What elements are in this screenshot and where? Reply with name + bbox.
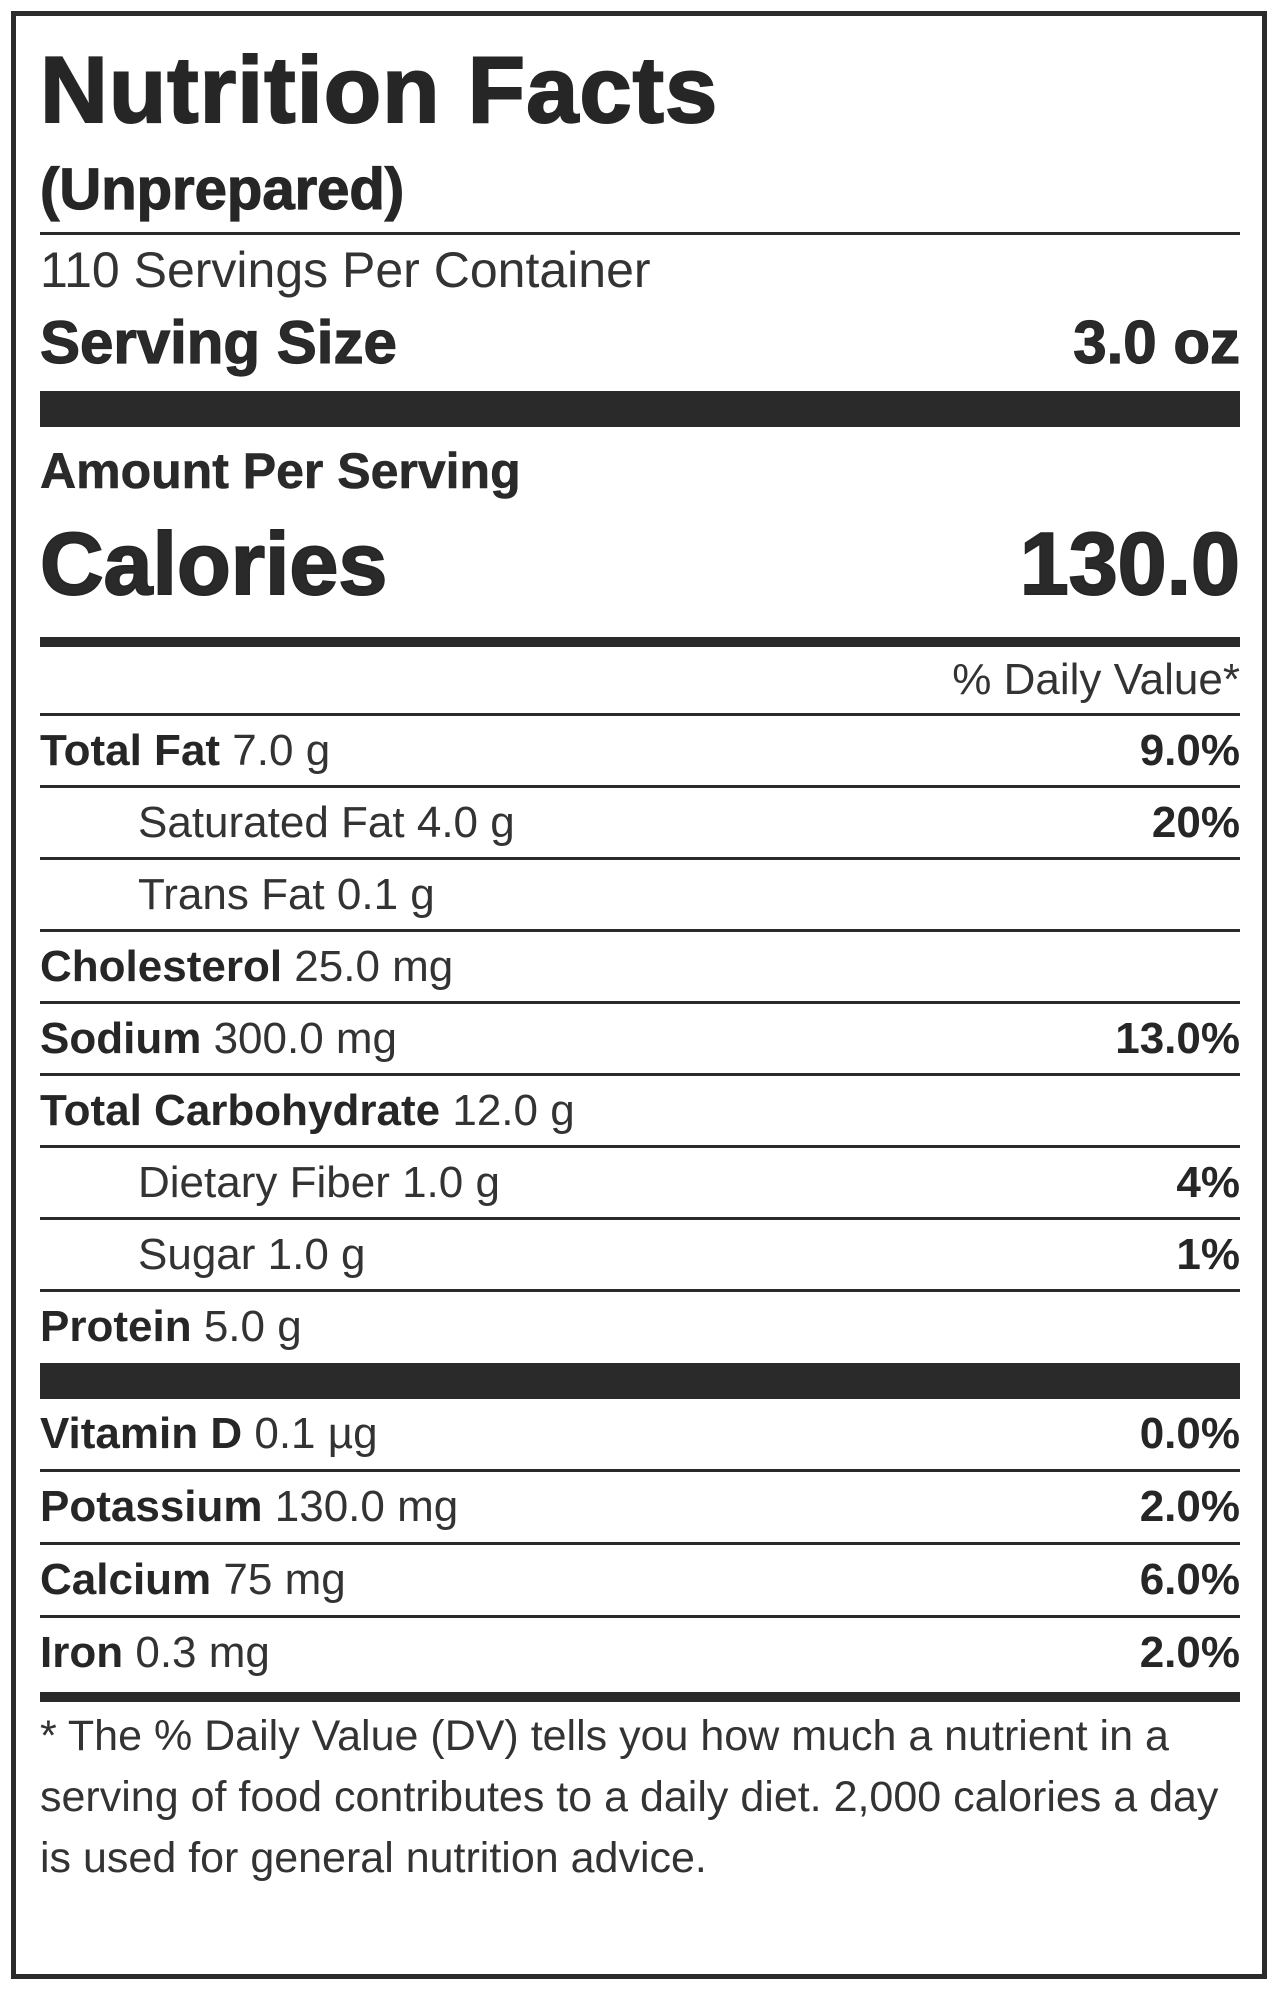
divider bbox=[40, 1217, 1240, 1220]
serving-size-label: Serving Size bbox=[39, 308, 397, 376]
nutrient-name: Sodium bbox=[40, 1014, 202, 1063]
divider bbox=[40, 1073, 1240, 1076]
divider bbox=[40, 857, 1240, 860]
nutrient-dv: 20% bbox=[1151, 798, 1240, 847]
vitamin-dv: 6.0% bbox=[1139, 1555, 1240, 1604]
serving-size-value: 3.0 oz bbox=[1073, 308, 1241, 376]
label-outer-border bbox=[11, 11, 1267, 1979]
nutrient-name: Protein bbox=[40, 1302, 192, 1351]
nutrient-row-sodium: Sodium 300.0 mg 13.0% bbox=[40, 1004, 1240, 1073]
nutrient-name: Saturated Fat bbox=[138, 798, 405, 847]
nutrient-amount: 5.0 g bbox=[203, 1302, 302, 1351]
nutrient-row-total-fat: Total Fat 7.0 g 9.0% bbox=[40, 716, 1240, 785]
nutrient-amount: 1.0 g bbox=[402, 1158, 500, 1207]
calories-row: Calories 130.0 bbox=[39, 509, 1241, 619]
nutrient-amount: 4.0 g bbox=[416, 798, 515, 847]
vitamin-dv: 0.0% bbox=[1139, 1409, 1240, 1458]
nutrient-amount: 12.0 g bbox=[452, 1086, 575, 1135]
amount-per-serving: Amount Per Serving bbox=[40, 443, 521, 500]
divider bbox=[40, 1542, 1240, 1545]
vitamin-dv: 2.0% bbox=[1139, 1628, 1240, 1677]
nutrient-name: Cholesterol bbox=[40, 942, 283, 991]
thick-divider bbox=[40, 391, 1240, 427]
vitamin-name: Calcium bbox=[40, 1555, 212, 1604]
divider bbox=[40, 1145, 1240, 1148]
nutrient-amount: 25.0 mg bbox=[294, 942, 454, 991]
nutrient-row-trans-fat: Trans Fat 0.1 g bbox=[40, 860, 1240, 929]
medium-divider bbox=[40, 1692, 1240, 1702]
divider bbox=[40, 232, 1240, 235]
thick-divider bbox=[40, 1363, 1240, 1399]
nutrient-amount: 0.1 g bbox=[336, 870, 435, 919]
calories-value: 130.0 bbox=[1019, 513, 1241, 614]
medium-divider bbox=[40, 637, 1240, 647]
nutrient-list: Total Fat 7.0 g 9.0% Saturated Fat 4.0 g… bbox=[40, 716, 1240, 1361]
label-title: Nutrition Facts bbox=[39, 37, 719, 142]
nutrient-name: Total Carbohydrate bbox=[40, 1086, 441, 1135]
vitamin-list: Vitamin D 0.1 µg 0.0% Potassium 130.0 mg… bbox=[40, 1399, 1240, 1688]
vitamin-amount: 0.3 mg bbox=[135, 1628, 270, 1677]
nutrient-amount: 300.0 mg bbox=[213, 1014, 398, 1063]
vitamin-amount: 75 mg bbox=[223, 1555, 346, 1604]
nutrient-row-protein: Protein 5.0 g bbox=[40, 1292, 1240, 1361]
nutrition-label: Nutrition Facts (Unprepared) 110 Serving… bbox=[39, 37, 1241, 1889]
nutrient-name: Total Fat bbox=[40, 726, 221, 775]
servings-per-container: 110 Servings Per Container bbox=[40, 242, 651, 298]
nutrient-dv: 13.0% bbox=[1115, 1014, 1240, 1063]
nutrient-dv: 9.0% bbox=[1139, 726, 1240, 775]
divider bbox=[40, 1289, 1240, 1292]
vitamin-row-potassium: Potassium 130.0 mg 2.0% bbox=[40, 1472, 1240, 1542]
vitamin-dv: 2.0% bbox=[1139, 1482, 1240, 1531]
divider bbox=[40, 1615, 1240, 1618]
nutrient-name: Sugar bbox=[138, 1230, 256, 1279]
nutrient-amount: 7.0 g bbox=[232, 726, 331, 775]
vitamin-row-vitamin-d: Vitamin D 0.1 µg 0.0% bbox=[40, 1399, 1240, 1469]
nutrient-row-saturated-fat: Saturated Fat 4.0 g 20% bbox=[40, 788, 1240, 857]
label-subtitle: (Unprepared) bbox=[39, 157, 405, 222]
daily-value-header: % Daily Value* bbox=[952, 655, 1240, 704]
nutrient-dv: 4% bbox=[1176, 1158, 1240, 1207]
nutrient-name: Dietary Fiber bbox=[138, 1158, 390, 1207]
daily-value-footnote: * The % Daily Value (DV) tells you how m… bbox=[40, 1712, 1219, 1882]
divider bbox=[40, 1001, 1240, 1004]
nutrient-dv: 1% bbox=[1176, 1230, 1240, 1279]
nutrient-row-total-carbohydrate: Total Carbohydrate 12.0 g bbox=[40, 1076, 1240, 1145]
calories-label: Calories bbox=[39, 513, 388, 614]
nutrient-amount: 1.0 g bbox=[267, 1230, 366, 1279]
nutrient-row-cholesterol: Cholesterol 25.0 mg bbox=[40, 932, 1240, 1001]
vitamin-row-iron: Iron 0.3 mg 2.0% bbox=[40, 1618, 1240, 1688]
vitamin-name: Potassium bbox=[40, 1482, 263, 1531]
nutrient-row-dietary-fiber: Dietary Fiber 1.0 g 4% bbox=[40, 1148, 1240, 1217]
vitamin-name: Iron bbox=[40, 1628, 124, 1677]
vitamin-amount: 130.0 mg bbox=[274, 1482, 459, 1531]
vitamin-row-calcium: Calcium 75 mg 6.0% bbox=[40, 1545, 1240, 1615]
vitamin-name: Vitamin D bbox=[40, 1409, 243, 1458]
vitamin-amount: 0.1 µg bbox=[254, 1409, 378, 1458]
divider bbox=[40, 713, 1240, 716]
nutrient-row-sugar: Sugar 1.0 g 1% bbox=[40, 1220, 1240, 1289]
nutrient-name: Trans Fat bbox=[138, 870, 325, 919]
serving-size-row: Serving Size 3.0 oz bbox=[39, 303, 1241, 383]
divider bbox=[40, 1469, 1240, 1472]
divider bbox=[40, 785, 1240, 788]
divider bbox=[40, 929, 1240, 932]
